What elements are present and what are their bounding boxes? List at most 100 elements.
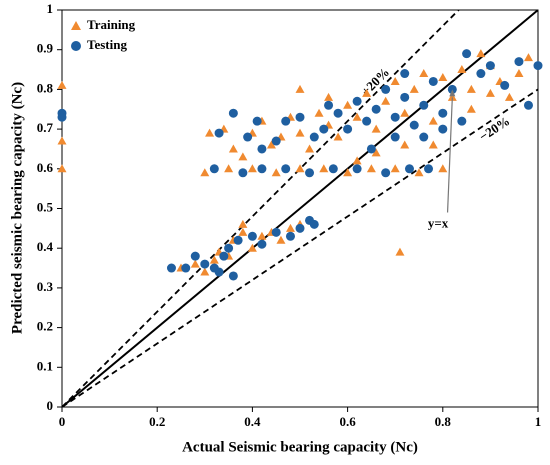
training-point bbox=[238, 152, 248, 161]
testing-point bbox=[319, 124, 329, 134]
training-point bbox=[390, 164, 400, 173]
testing-point bbox=[309, 219, 319, 229]
y-tick-label: 0 bbox=[47, 398, 54, 413]
testing-point bbox=[295, 112, 305, 122]
testing-point bbox=[228, 271, 238, 281]
reference-line bbox=[62, 10, 538, 407]
testing-point bbox=[257, 164, 267, 174]
testing-point bbox=[333, 108, 343, 118]
training-point bbox=[428, 140, 438, 149]
training-point bbox=[395, 247, 405, 256]
testing-point bbox=[438, 108, 448, 118]
legend-marker bbox=[71, 41, 81, 51]
training-point bbox=[466, 104, 476, 113]
training-point bbox=[238, 219, 248, 228]
testing-point bbox=[257, 239, 267, 249]
training-point bbox=[438, 72, 448, 81]
testing-point bbox=[281, 116, 291, 126]
testing-point bbox=[523, 100, 533, 110]
testing-point bbox=[243, 132, 253, 142]
training-point bbox=[319, 164, 329, 173]
training-point bbox=[285, 223, 295, 232]
training-point bbox=[343, 100, 353, 109]
training-point bbox=[371, 124, 381, 133]
training-point bbox=[228, 144, 238, 153]
testing-point bbox=[271, 136, 281, 146]
training-point bbox=[305, 144, 315, 153]
testing-point bbox=[390, 132, 400, 142]
testing-point bbox=[228, 108, 238, 118]
testing-point bbox=[305, 168, 315, 178]
y-tick-label: 0.9 bbox=[37, 41, 54, 56]
testing-point bbox=[233, 235, 243, 245]
testing-point bbox=[419, 132, 429, 142]
training-point bbox=[409, 84, 419, 93]
testing-point bbox=[224, 243, 234, 253]
training-point bbox=[224, 164, 234, 173]
training-point bbox=[247, 243, 257, 252]
training-point bbox=[257, 231, 267, 240]
training-point bbox=[333, 132, 343, 141]
training-point bbox=[514, 69, 524, 78]
testing-point bbox=[238, 168, 248, 178]
legend-label: Training bbox=[87, 17, 136, 32]
testing-point bbox=[371, 104, 381, 114]
training-point bbox=[266, 140, 276, 149]
testing-point bbox=[400, 69, 410, 79]
y-tick-label: 0.4 bbox=[37, 239, 54, 254]
y-tick-label: 0.3 bbox=[37, 279, 54, 294]
testing-point bbox=[404, 164, 414, 174]
testing-point bbox=[219, 251, 229, 261]
testing-point bbox=[476, 69, 486, 79]
testing-point bbox=[533, 61, 543, 71]
y-tick-label: 0.7 bbox=[37, 120, 54, 135]
testing-point bbox=[200, 259, 210, 269]
training-point bbox=[390, 76, 400, 85]
training-point bbox=[295, 164, 305, 173]
annotation: y=x bbox=[428, 215, 449, 230]
testing-point bbox=[352, 96, 362, 106]
testing-point bbox=[257, 144, 267, 154]
y-tick-label: 0.1 bbox=[37, 358, 53, 373]
training-point bbox=[238, 227, 248, 236]
training-point bbox=[352, 156, 362, 165]
training-point bbox=[457, 65, 467, 74]
testing-point bbox=[328, 164, 338, 174]
testing-point bbox=[500, 80, 510, 90]
testing-point bbox=[285, 231, 295, 241]
y-tick-label: 0.8 bbox=[37, 80, 54, 95]
testing-point bbox=[209, 164, 219, 174]
testing-point bbox=[438, 124, 448, 134]
testing-point bbox=[295, 223, 305, 233]
y-tick-label: 0.5 bbox=[37, 199, 54, 214]
training-point bbox=[209, 255, 219, 264]
training-point bbox=[447, 92, 457, 101]
training-point bbox=[57, 80, 67, 89]
training-point bbox=[371, 148, 381, 157]
y-tick-label: 1 bbox=[47, 1, 54, 16]
y-axis-label: Predicted seismic bearing capacity (Nc) bbox=[9, 82, 25, 334]
x-axis-label: Actual Seismic bearing capacity (Nc) bbox=[182, 439, 418, 455]
reference-line bbox=[62, 10, 460, 407]
testing-point bbox=[428, 76, 438, 86]
testing-point bbox=[362, 116, 372, 126]
testing-point bbox=[214, 267, 224, 277]
training-point bbox=[200, 168, 210, 177]
testing-point bbox=[190, 251, 200, 261]
x-tick-label: 0.2 bbox=[149, 414, 165, 429]
testing-point bbox=[57, 112, 67, 122]
x-tick-label: 1 bbox=[535, 414, 542, 429]
legend-marker bbox=[71, 21, 81, 30]
training-point bbox=[362, 88, 372, 97]
training-point bbox=[400, 108, 410, 117]
training-point bbox=[276, 235, 286, 244]
testing-point bbox=[252, 116, 262, 126]
training-point bbox=[190, 259, 200, 268]
training-point bbox=[352, 112, 362, 121]
training-point bbox=[400, 140, 410, 149]
testing-point bbox=[281, 164, 291, 174]
testing-point bbox=[485, 61, 495, 71]
legend-label: Testing bbox=[87, 37, 127, 52]
testing-point bbox=[514, 57, 524, 67]
